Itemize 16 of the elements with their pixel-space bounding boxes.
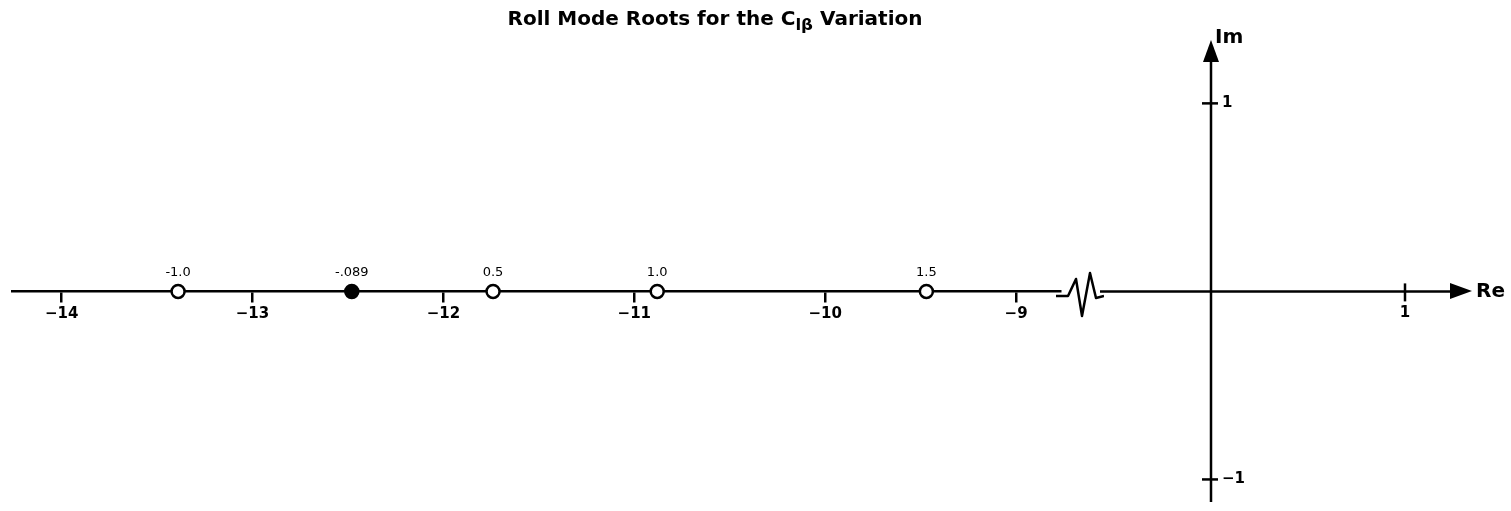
text: Re: [1476, 277, 1505, 302]
x-tick-label: −11: [617, 304, 652, 323]
annotation: 1.0: [646, 264, 668, 280]
x-tick-label: −13: [235, 304, 270, 323]
x-tick-label: −12: [426, 304, 461, 323]
annotation: -1.0: [165, 264, 191, 280]
y-tick-label: −1: [1222, 469, 1246, 488]
y-axis-title: Im: [1215, 24, 1244, 49]
x-tick-label: −9: [1004, 304, 1028, 323]
x-tick-label: −14: [44, 304, 79, 323]
x-tick-label: −10: [808, 304, 842, 323]
annotation: -.089: [334, 264, 369, 280]
annotation: 0.5: [482, 264, 504, 280]
chart-title: Roll Mode Roots for the C$_{lβ}$ Variation: [507, 6, 923, 34]
text: 1: [1399, 302, 1411, 321]
annotation: 1.5: [916, 264, 937, 280]
